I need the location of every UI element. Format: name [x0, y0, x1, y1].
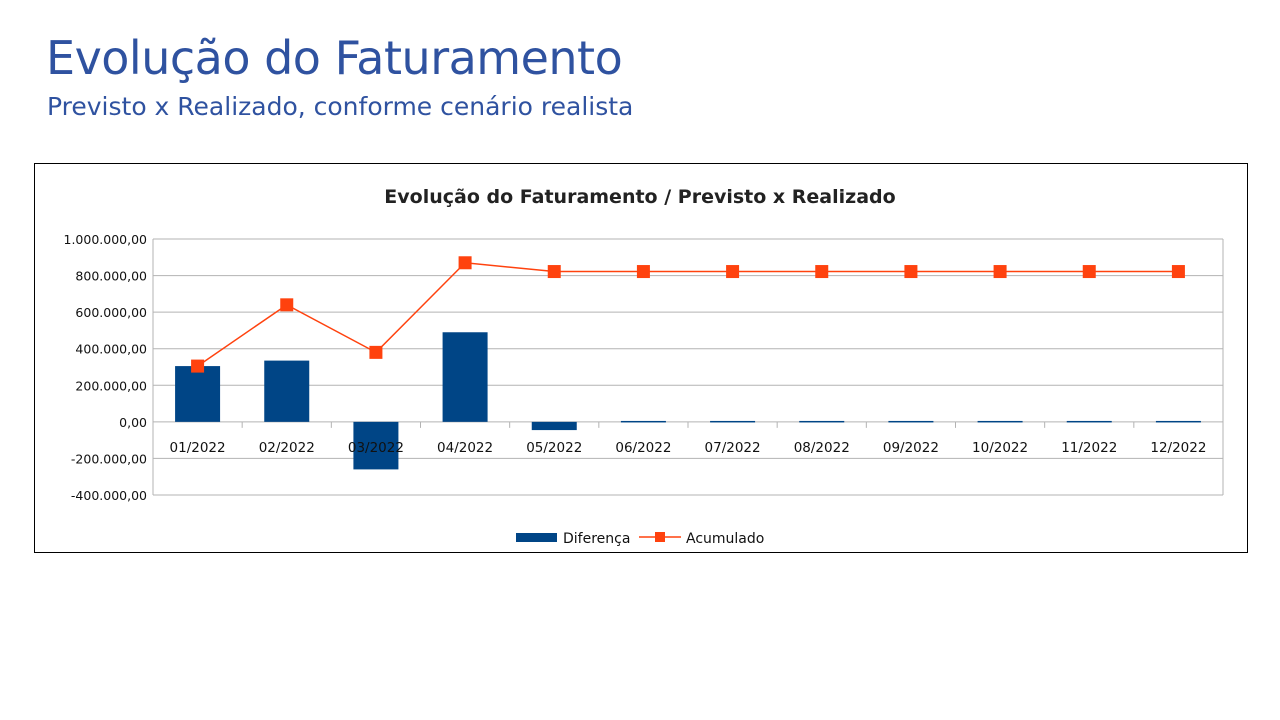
- bar-diferenca: [353, 421, 399, 470]
- point-acumulado: [1082, 265, 1096, 279]
- bar-diferenca: [442, 332, 488, 422]
- y-tick-label: 600.000,00: [75, 305, 147, 320]
- y-tick-label: 0,00: [119, 415, 147, 430]
- bar-diferenca: [888, 420, 934, 423]
- x-tick-label: 04/2022: [437, 440, 493, 456]
- x-tick-label: 10/2022: [972, 440, 1028, 456]
- bar-diferenca: [1066, 420, 1112, 423]
- point-acumulado: [369, 345, 383, 359]
- point-acumulado: [726, 265, 740, 279]
- x-tick-label: 03/2022: [348, 440, 404, 456]
- y-tick-label: 1.000.000,00: [64, 232, 148, 247]
- point-acumulado: [1171, 265, 1185, 279]
- y-tick-label: -400.000,00: [71, 488, 147, 503]
- y-tick-label: 200.000,00: [75, 378, 147, 393]
- legend-label-acumulado: Acumulado: [686, 531, 764, 547]
- x-tick-label: 05/2022: [526, 440, 582, 456]
- x-axis-labels: 01/2022 02/2022 03/2022 04/2022 05/2022 06/20…: [170, 440, 1207, 456]
- point-acumulado: [636, 265, 650, 279]
- x-tick-label: 02/2022: [259, 440, 315, 456]
- bar-diferenca: [977, 420, 1023, 423]
- line-series: [191, 256, 1185, 373]
- y-tick-label: -200.000,00: [71, 451, 147, 466]
- chart-svg: Evolução do Faturamento / Previsto x Rea…: [64, 186, 1224, 547]
- line-acumulado: [197, 261, 1179, 367]
- point-acumulado: [458, 256, 472, 270]
- legend: Diferença Acumulado: [516, 531, 764, 547]
- bar-diferenca: [1155, 420, 1201, 423]
- slide-title: Evolução do Faturamento: [46, 31, 623, 85]
- point-acumulado: [547, 265, 561, 279]
- bar-diferenca: [710, 420, 756, 423]
- x-tick-label: 08/2022: [794, 440, 850, 456]
- point-acumulado: [191, 359, 205, 373]
- legend-swatch-acumulado-marker: [655, 532, 665, 542]
- bar-diferenca: [175, 366, 221, 422]
- bar-diferenca: [620, 420, 666, 423]
- bar-diferenca: [531, 421, 577, 431]
- x-tick-label: 07/2022: [705, 440, 761, 456]
- y-tick-label: 800.000,00: [75, 269, 147, 284]
- legend-swatch-diferenca: [516, 533, 557, 542]
- slide-subtitle: Previsto x Realizado, conforme cenário r…: [47, 92, 634, 121]
- y-axis-labels: 1.000.000,00 800.000,00 600.000,00 400.000,…: [64, 232, 148, 503]
- chart-title: Evolução do Faturamento / Previsto x Rea…: [384, 186, 895, 208]
- bar-diferenca: [799, 420, 845, 423]
- x-tick-label: 09/2022: [883, 440, 939, 456]
- x-tick-label: 01/2022: [170, 440, 226, 456]
- point-acumulado: [815, 265, 829, 279]
- y-tick-label: 400.000,00: [75, 342, 147, 357]
- x-tick-label: 11/2022: [1061, 440, 1117, 456]
- chart-frame: Evolução do Faturamento / Previsto x Rea…: [34, 163, 1248, 553]
- legend-label-diferenca: Diferença: [563, 531, 630, 547]
- x-tick-label: 06/2022: [615, 440, 671, 456]
- grid-lines: [152, 238, 1224, 496]
- x-tick-label: 12/2022: [1150, 440, 1206, 456]
- point-acumulado: [904, 265, 918, 279]
- bar-diferenca: [264, 360, 310, 422]
- point-acumulado: [280, 298, 294, 312]
- bar-series: [175, 332, 1201, 470]
- point-acumulado: [993, 265, 1007, 279]
